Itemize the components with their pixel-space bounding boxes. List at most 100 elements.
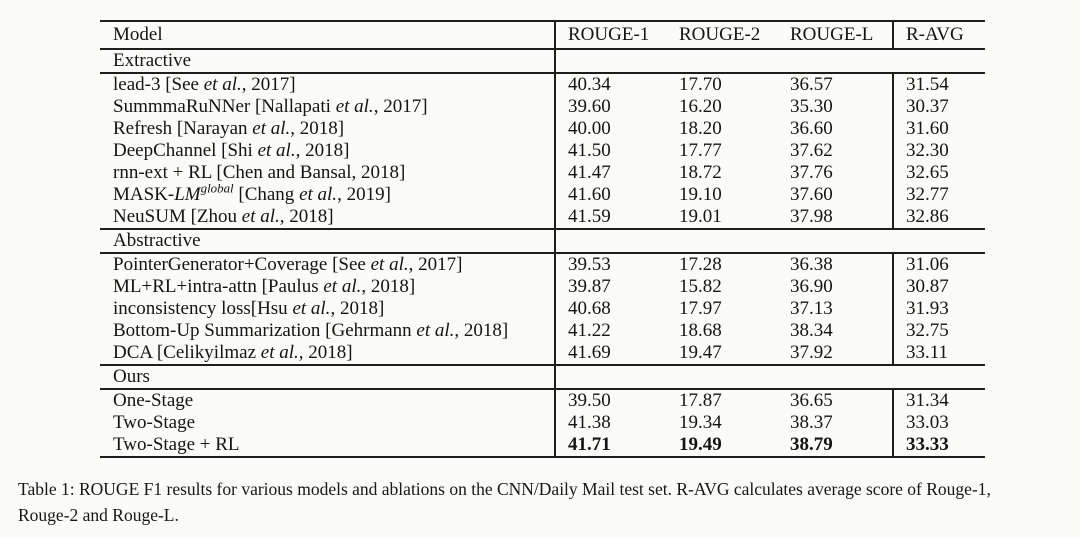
rouge2-value: 19.01 xyxy=(679,206,722,227)
rouge1-value: 41.60 xyxy=(568,184,611,205)
section-row-extractive: Extractive xyxy=(100,48,985,74)
rougel-value: 37.62 xyxy=(790,140,833,161)
table-caption: Table 1: ROUGE F1 results for various mo… xyxy=(18,476,1068,528)
rouge1-value: 40.00 xyxy=(568,118,611,139)
rouge2-value: 18.20 xyxy=(679,118,722,139)
section-label: Abstractive xyxy=(100,228,556,254)
rougel-value: 36.60 xyxy=(790,118,833,139)
rouge2-value: 17.28 xyxy=(679,254,722,275)
ravg-value: 33.11 xyxy=(892,342,985,365)
rougel-value: 38.34 xyxy=(790,320,833,341)
table-row: Bottom-Up Summarization [Gehrmann et al.… xyxy=(100,320,985,342)
table-row: lead-3 [See et al., 2017] 40.34 17.70 36… xyxy=(100,73,985,96)
rouge2-value: 15.82 xyxy=(679,276,722,297)
section-blank xyxy=(555,48,985,74)
rouge1-value: 39.53 xyxy=(568,254,611,275)
table-row: SummmaRuNNer [Nallapati et al., 2017] 39… xyxy=(100,96,985,118)
ravg-value: 32.30 xyxy=(892,140,985,162)
rouge2-value: 19.34 xyxy=(679,412,722,433)
rougel-value: 36.57 xyxy=(790,74,833,95)
ravg-value: 32.86 xyxy=(892,206,985,229)
results-table: Model ROUGE-1 ROUGE-2 ROUGE-L R-AVG Extr… xyxy=(100,20,985,458)
table-row: DCA [Celikyilmaz et al., 2018] 41.69 19.… xyxy=(100,342,985,365)
rouge1-value: 40.68 xyxy=(568,298,611,319)
rouge1-value: 39.50 xyxy=(568,390,611,411)
column-header-rouge1: ROUGE-1 xyxy=(555,21,667,50)
model-name: SummmaRuNNer [Nallapati et al., 2017] xyxy=(100,96,556,118)
ravg-value: 30.37 xyxy=(892,96,985,118)
rouge1-value: 41.71 xyxy=(568,434,611,455)
rougel-value: 37.98 xyxy=(790,206,833,227)
model-name: DeepChannel [Shi et al., 2018] xyxy=(100,140,556,162)
ravg-value: 30.87 xyxy=(892,276,985,298)
table-row: ML+RL+intra-attn [Paulus et al., 2018] 3… xyxy=(100,276,985,298)
section-blank xyxy=(555,228,985,254)
rouge1-value: 39.60 xyxy=(568,96,611,117)
ravg-value: 31.06 xyxy=(892,253,985,276)
table-row: MASK-LMglobal [Chang et al., 2019] 41.60… xyxy=(100,184,985,206)
rougel-value: 36.38 xyxy=(790,254,833,275)
section-row-abstractive: Abstractive xyxy=(100,228,985,254)
rouge1-value: 41.38 xyxy=(568,412,611,433)
ravg-value: 33.03 xyxy=(892,412,985,434)
rouge2-value: 16.20 xyxy=(679,96,722,117)
rougel-value: 36.65 xyxy=(790,390,833,411)
section-row-ours: Ours xyxy=(100,364,985,390)
rouge2-value: 17.97 xyxy=(679,298,722,319)
model-name: Bottom-Up Summarization [Gehrmann et al.… xyxy=(100,320,556,342)
ravg-value: 31.93 xyxy=(892,298,985,320)
model-name: rnn-ext + RL [Chen and Bansal, 2018] xyxy=(100,162,556,184)
rougel-value: 38.37 xyxy=(790,412,833,433)
caption-line-2: Rouge-2 and Rouge-L. xyxy=(18,505,179,525)
section-blank xyxy=(555,364,985,390)
table-row: DeepChannel [Shi et al., 2018] 41.50 17.… xyxy=(100,140,985,162)
model-name: PointerGenerator+Coverage [See et al., 2… xyxy=(100,253,556,276)
rouge2-value: 17.70 xyxy=(679,74,722,95)
column-header-rouge2: ROUGE-2 xyxy=(667,21,778,50)
model-name: Two-Stage + RL xyxy=(100,434,556,457)
rougel-value: 37.92 xyxy=(790,342,833,363)
rougel-value: 35.30 xyxy=(790,96,833,117)
section-label: Extractive xyxy=(100,48,556,74)
table-row: One-Stage 39.50 17.87 36.65 31.34 xyxy=(100,389,985,412)
model-name: Refresh [Narayan et al., 2018] xyxy=(100,118,556,140)
rouge2-value: 19.47 xyxy=(679,342,722,363)
rouge2-value: 17.77 xyxy=(679,140,722,161)
table-row: NeuSUM [Zhou et al., 2018] 41.59 19.01 3… xyxy=(100,206,985,229)
model-name: One-Stage xyxy=(100,389,556,412)
model-name: MASK-LMglobal [Chang et al., 2019] xyxy=(100,184,556,206)
column-header-model: Model xyxy=(100,21,556,50)
rouge1-value: 40.34 xyxy=(568,74,611,95)
rouge2-value: 18.68 xyxy=(679,320,722,341)
rouge1-value: 39.87 xyxy=(568,276,611,297)
rouge2-value: 17.87 xyxy=(679,390,722,411)
table-row: PointerGenerator+Coverage [See et al., 2… xyxy=(100,253,985,276)
column-header-rougel: ROUGE-L xyxy=(778,21,893,50)
ravg-value: 32.77 xyxy=(892,184,985,206)
model-name: NeuSUM [Zhou et al., 2018] xyxy=(100,206,556,229)
table-row: Refresh [Narayan et al., 2018] 40.00 18.… xyxy=(100,118,985,140)
table-row: Two-Stage 41.38 19.34 38.37 33.03 xyxy=(100,412,985,434)
caption-line-1: Table 1: ROUGE F1 results for various mo… xyxy=(18,479,991,499)
rouge2-value: 19.10 xyxy=(679,184,722,205)
ravg-value: 31.54 xyxy=(892,73,985,96)
ravg-value: 31.60 xyxy=(892,118,985,140)
rouge1-value: 41.22 xyxy=(568,320,611,341)
table-row-best: Two-Stage + RL 41.71 19.49 38.79 33.33 xyxy=(100,434,985,457)
table-row: rnn-ext + RL [Chen and Bansal, 2018] 41.… xyxy=(100,162,985,184)
table-row: inconsistency loss[Hsu et al., 2018] 40.… xyxy=(100,298,985,320)
rougel-value: 38.79 xyxy=(790,434,833,455)
rouge1-value: 41.59 xyxy=(568,206,611,227)
rougel-value: 37.60 xyxy=(790,184,833,205)
model-name: lead-3 [See et al., 2017] xyxy=(100,73,556,96)
column-header-ravg: R-AVG xyxy=(892,21,985,50)
rouge2-value: 19.49 xyxy=(679,434,722,455)
model-name: ML+RL+intra-attn [Paulus et al., 2018] xyxy=(100,276,556,298)
model-name: inconsistency loss[Hsu et al., 2018] xyxy=(100,298,556,320)
rougel-value: 37.13 xyxy=(790,298,833,319)
section-label: Ours xyxy=(100,364,556,390)
rouge1-value: 41.50 xyxy=(568,140,611,161)
ravg-value: 32.65 xyxy=(892,162,985,184)
rouge1-value: 41.69 xyxy=(568,342,611,363)
